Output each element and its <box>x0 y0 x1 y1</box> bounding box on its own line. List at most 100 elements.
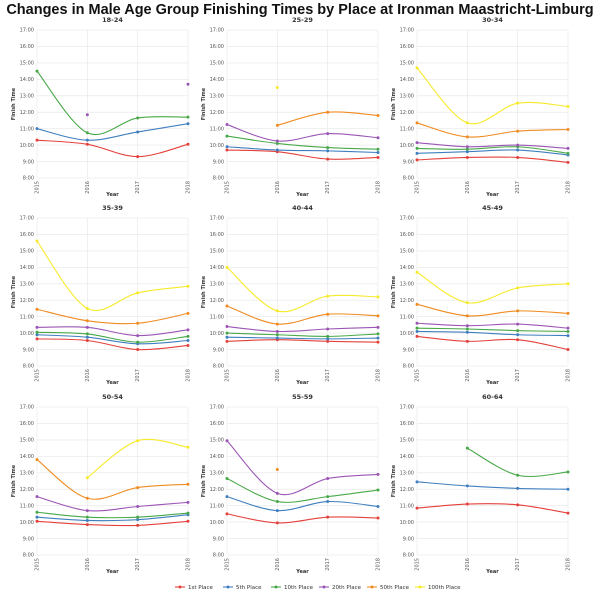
legend-100th-place-label: 100th Place <box>428 585 461 591</box>
panel-30-34-series-100th-place-point <box>516 101 520 105</box>
panel-45-49-series-50th-place-point <box>415 302 419 306</box>
panel-50-54-series-20th-place-point <box>186 500 190 504</box>
panel-18-24-ytick: 12:00 <box>20 110 34 116</box>
panel-35-39-series-10th-place-point <box>85 332 89 336</box>
panel-50-54-series-1st-place-point <box>85 523 89 527</box>
panel-25-29-ylabel: Finish Time <box>201 87 207 120</box>
panel-45-49-xtick: 2018 <box>566 369 572 382</box>
panel-45-49-series-100th-place-point <box>465 301 469 305</box>
panel-25-29-series-50th-place-point <box>326 110 330 114</box>
panel-30-34-ytick: 17:00 <box>400 28 414 34</box>
panel-45-49-ytick: 10:00 <box>400 331 414 337</box>
panel-50-54-xtick: 2017 <box>135 558 141 571</box>
panel-45-49-series-10th-place-point <box>566 329 570 333</box>
panel-18-24-xtick: 2015 <box>35 181 41 194</box>
panel-50-54-series-20th-place-line <box>36 496 189 512</box>
panel-60-64-series-5th-place-point <box>465 484 469 488</box>
panel-18-24-ytick: 14:00 <box>20 77 34 83</box>
panel-18-24-series-5th-place-point <box>186 122 190 126</box>
panel-50-54-series-20th-place-point <box>85 509 89 513</box>
panel-55-59-series-1st-place-point <box>326 515 330 519</box>
panel-18-24-title: 18-24 <box>102 16 123 24</box>
panel-45-49-series-1st-place-line <box>416 335 569 351</box>
panel-60-64-series-10th-place-point <box>516 473 520 477</box>
legend-5th-place-label: 5th Place <box>236 585 262 591</box>
panel-60-64-series-1st-place-line <box>416 503 569 514</box>
panel-35-39-series-50th-place-point <box>186 311 190 315</box>
panel-60-64-ytick: 12:00 <box>400 487 414 493</box>
panel-25-29-series-10th-place-point <box>326 146 330 150</box>
panel-25-29-ytick: 10:00 <box>210 143 224 149</box>
panel-35-39-ytick: 9:00 <box>23 347 34 353</box>
panel-40-44-ytick: 9:00 <box>213 347 224 353</box>
panel-35-39-title: 35-39 <box>102 204 123 212</box>
panel-50-54-series-100th-place-point <box>85 476 89 480</box>
panel-55-59-series-10th-place-point <box>275 500 279 504</box>
panel-30-34-ytick: 10:00 <box>400 143 414 149</box>
panel-60-64-ytick: 15:00 <box>400 438 414 444</box>
panel-50-54-series-20th-place-point <box>35 495 39 499</box>
panel-60-64-series-10th-place-point <box>465 446 469 450</box>
panel-30-34-series-10th-place-point <box>415 146 419 150</box>
panel-60-64-xtick: 2015 <box>415 558 421 571</box>
panel-35-39-ytick: 17:00 <box>20 216 34 222</box>
panel-50-54-xtick: 2016 <box>85 558 91 571</box>
panel-30-34-ytick: 12:00 <box>400 110 414 116</box>
panel-18-24-series-10th-place-point <box>136 116 140 120</box>
panel-30-34-series-100th-place-line <box>416 67 569 125</box>
panel-50-54-ytick: 14:00 <box>20 454 34 460</box>
panel-60-64-series-5th-place-point <box>415 480 419 484</box>
panel-40-44-series-1st-place-point <box>326 339 330 343</box>
panel-40-44-series-20th-place-point <box>225 325 229 329</box>
panel-50-54-ytick: 11:00 <box>20 503 34 509</box>
panel-30-34-series-10th-place-point <box>465 147 469 151</box>
panel-40-44-ytick: 11:00 <box>210 314 224 320</box>
panel-40-44-series-10th-place-line <box>226 332 379 337</box>
panel-25-29-series-100th-place-point <box>275 86 279 90</box>
panel-35-39-series-100th-place-line <box>36 240 189 311</box>
panel-35-39-xtick: 2016 <box>85 369 91 382</box>
panel-35-39-series-50th-place-point <box>85 319 89 323</box>
panel-30-34-ylabel: Finish Time <box>391 87 397 120</box>
panel-40-44-series-5th-place-line <box>226 336 379 340</box>
panel-50-54-ytick: 9:00 <box>23 536 34 542</box>
panel-45-49-series-50th-place-point <box>516 309 520 313</box>
panel-40-44-series-50th-place-point <box>275 322 279 326</box>
panel-60-64-ytick: 9:00 <box>403 536 414 542</box>
legend-5th-place-marker <box>226 585 230 589</box>
panel-45-49-ytick: 8:00 <box>403 364 414 370</box>
panel-55-59-ytick: 13:00 <box>210 470 224 476</box>
panel-50-54-ytick: 10:00 <box>20 520 34 526</box>
panel-55-59-ytick: 17:00 <box>210 405 224 411</box>
legend-10th-place-marker <box>274 585 278 589</box>
legend-50th-place-marker <box>370 585 374 589</box>
panel-18-24-ytick: 8:00 <box>23 176 34 182</box>
panel-25-29-series-20th-place-point <box>376 136 380 140</box>
panel-55-59-series-20th-place-point <box>225 439 229 443</box>
panel-55-59-ylabel: Finish Time <box>201 464 207 497</box>
panel-30-34-series-5th-place-line <box>416 149 569 156</box>
panel-45-49-ytick: 11:00 <box>400 314 414 320</box>
panel-18-24-ytick: 15:00 <box>20 61 34 67</box>
panel-50-54-series-10th-place-point <box>35 510 39 514</box>
panel-30-34-series-1st-place-point <box>415 158 419 162</box>
panel-45-49-series-5th-place-point <box>415 329 419 333</box>
panel-35-39-series-5th-place-line <box>36 334 189 345</box>
panel-50-54-ytick: 12:00 <box>20 487 34 493</box>
panel-55-59-ytick: 10:00 <box>210 520 224 526</box>
panel-25-29-ytick: 9:00 <box>213 159 224 165</box>
panel-18-24-series-1st-place-point <box>85 142 89 146</box>
panel-55-59-series-1st-place-point <box>376 516 380 520</box>
panel-18-24-series-1st-place-point <box>186 142 190 146</box>
panel-25-29-series-1st-place-point <box>225 148 229 152</box>
panel-50-54-ytick: 17:00 <box>20 405 34 411</box>
panel-60-64-series-1st-place-point <box>465 502 469 506</box>
panel-35-39-series-50th-place-point <box>35 307 39 311</box>
panel-30-34-series-20th-place-point <box>415 141 419 145</box>
panel-60-64-xtick: 2017 <box>515 558 521 571</box>
panel-60-64-xtick: 2016 <box>465 558 471 571</box>
panel-35-39-ytick: 10:00 <box>20 331 34 337</box>
panel-40-44-series-5th-place-point <box>225 335 229 339</box>
panel-40-44-ylabel: Finish Time <box>201 275 207 308</box>
panel-30-34-series-100th-place-point <box>465 121 469 125</box>
